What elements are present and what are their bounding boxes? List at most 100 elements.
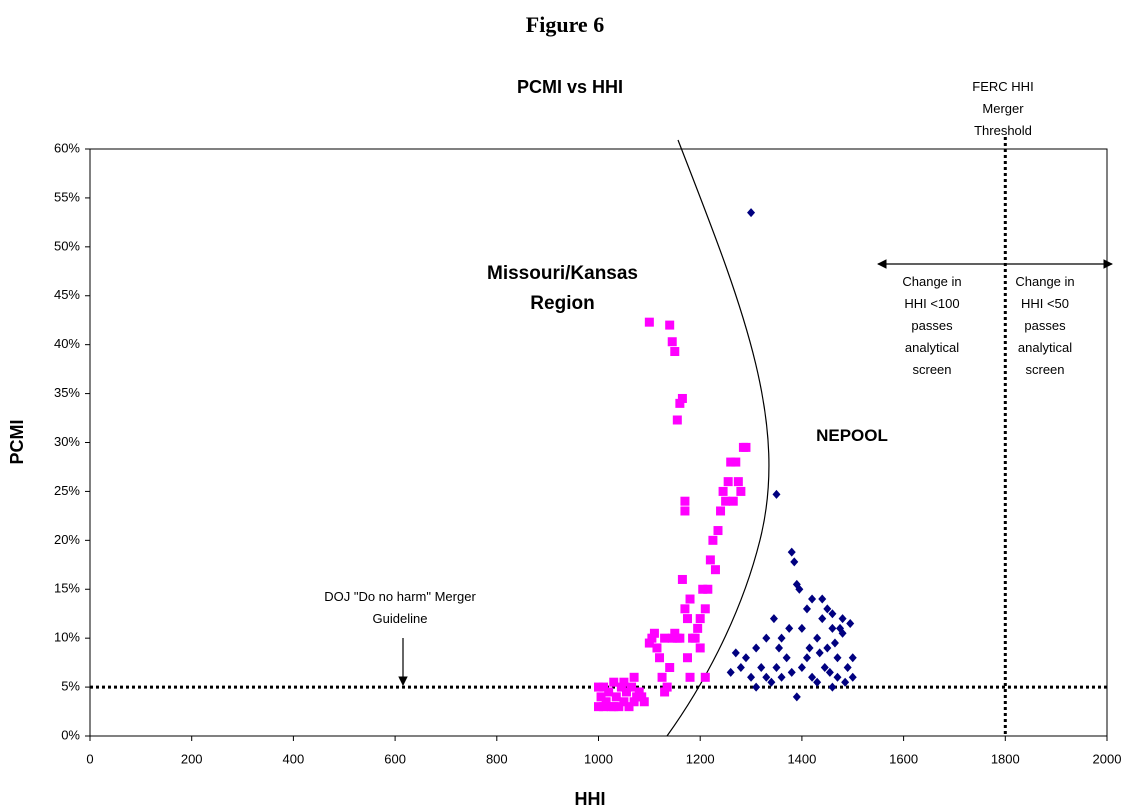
point bbox=[700, 604, 710, 614]
x-tick-label: 1600 bbox=[889, 751, 918, 766]
point bbox=[680, 506, 690, 516]
point bbox=[609, 702, 619, 712]
point bbox=[667, 337, 677, 347]
point bbox=[752, 643, 761, 653]
point bbox=[747, 208, 756, 218]
point bbox=[619, 677, 629, 687]
point bbox=[757, 663, 766, 673]
point bbox=[808, 672, 817, 682]
point bbox=[721, 496, 731, 506]
point bbox=[762, 633, 771, 643]
point bbox=[767, 677, 776, 687]
point bbox=[594, 702, 603, 712]
y-tick-label: 20% bbox=[54, 532, 80, 547]
point bbox=[616, 682, 626, 692]
point bbox=[772, 663, 781, 673]
y-tick-label: 5% bbox=[61, 679, 80, 694]
point bbox=[731, 648, 740, 658]
point bbox=[782, 653, 791, 663]
point bbox=[733, 477, 743, 487]
point bbox=[627, 682, 637, 692]
point bbox=[594, 682, 603, 692]
point bbox=[665, 320, 675, 330]
point bbox=[611, 692, 621, 702]
y-tick-label: 15% bbox=[54, 581, 80, 596]
point bbox=[662, 682, 672, 692]
point bbox=[693, 623, 703, 633]
point bbox=[596, 692, 606, 702]
x-tick-label: 1400 bbox=[787, 751, 816, 766]
point bbox=[818, 614, 827, 624]
point bbox=[660, 633, 670, 643]
point bbox=[795, 584, 804, 594]
point bbox=[670, 347, 680, 357]
point bbox=[787, 547, 796, 557]
point bbox=[823, 604, 832, 614]
point bbox=[777, 672, 786, 682]
point bbox=[813, 633, 822, 643]
y-axis-label: PCMI bbox=[7, 420, 27, 465]
point bbox=[637, 692, 647, 702]
point bbox=[772, 489, 781, 499]
point bbox=[609, 677, 619, 687]
point bbox=[805, 643, 814, 653]
point bbox=[695, 614, 705, 624]
y-tick-label: 35% bbox=[54, 385, 80, 400]
point bbox=[741, 653, 750, 663]
point bbox=[639, 697, 649, 707]
point bbox=[830, 638, 839, 648]
point bbox=[619, 697, 629, 707]
point bbox=[841, 677, 850, 687]
point bbox=[785, 623, 794, 633]
point bbox=[741, 442, 751, 452]
plot-area bbox=[89, 148, 1108, 737]
point bbox=[644, 317, 654, 327]
point bbox=[833, 672, 842, 682]
y-tick-label: 45% bbox=[54, 287, 80, 302]
point bbox=[667, 633, 677, 643]
x-tick-label: 1000 bbox=[584, 751, 613, 766]
point bbox=[621, 687, 631, 697]
point bbox=[677, 393, 687, 403]
point bbox=[677, 574, 687, 584]
x-tick-label: 200 bbox=[181, 751, 203, 766]
point bbox=[634, 687, 644, 697]
point bbox=[718, 486, 728, 496]
point bbox=[790, 557, 799, 567]
point bbox=[762, 672, 771, 682]
x-tick-label: 2000 bbox=[1093, 751, 1122, 766]
point bbox=[672, 415, 682, 425]
point bbox=[708, 535, 718, 545]
point bbox=[716, 506, 726, 516]
point bbox=[728, 496, 738, 506]
point bbox=[848, 653, 857, 663]
point bbox=[833, 653, 842, 663]
y-tick-label: 40% bbox=[54, 336, 80, 351]
point bbox=[703, 584, 713, 594]
point bbox=[601, 697, 611, 707]
point bbox=[731, 457, 741, 467]
point bbox=[713, 526, 723, 536]
point bbox=[726, 457, 736, 467]
point bbox=[769, 614, 778, 624]
point bbox=[649, 628, 659, 638]
point bbox=[828, 623, 837, 633]
point bbox=[665, 663, 675, 673]
point bbox=[629, 672, 639, 682]
doj-note: DOJ "Do no harm" Merger Guideline bbox=[324, 589, 476, 626]
x-tick-label: 600 bbox=[384, 751, 406, 766]
zone-note: Change in HHI <100 passes analytical scr… bbox=[902, 274, 962, 377]
point bbox=[680, 496, 690, 506]
point bbox=[813, 677, 822, 687]
point bbox=[682, 653, 692, 663]
point bbox=[828, 609, 837, 619]
point bbox=[660, 687, 670, 697]
point bbox=[787, 667, 796, 677]
point bbox=[808, 594, 817, 604]
zone-note: Change in HHI <50 passes analytical scre… bbox=[1015, 274, 1075, 377]
point bbox=[818, 594, 827, 604]
point bbox=[815, 648, 824, 658]
x-tick-label: 800 bbox=[486, 751, 508, 766]
